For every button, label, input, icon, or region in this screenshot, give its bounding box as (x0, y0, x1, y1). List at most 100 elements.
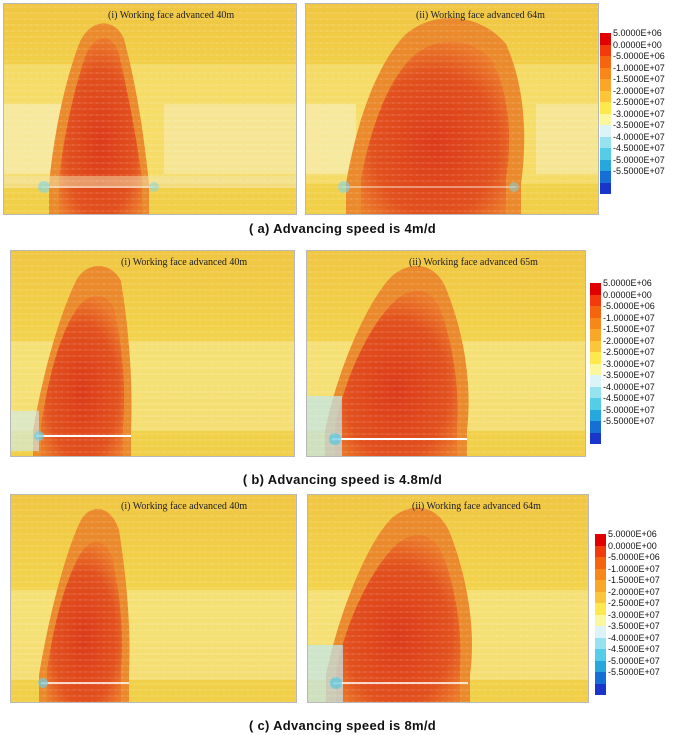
color-scale-label: -5.0000E+06 (603, 301, 655, 311)
color-scale-swatch (590, 386, 601, 398)
color-scale-label: -5.5000E+07 (613, 166, 665, 176)
color-scale-label: -2.0000E+07 (608, 586, 660, 597)
color-scale-label: -4.5000E+07 (603, 393, 655, 403)
color-scale-label: -3.0000E+07 (613, 108, 665, 119)
color-scale-swatch (600, 159, 611, 171)
color-scale-label: 0.0000E+00 (608, 540, 657, 551)
stress-contour-c-right (308, 495, 588, 702)
color-scale-label: 5.0000E+06 (603, 278, 652, 288)
color-scale-swatch (595, 683, 606, 695)
color-scale-swatch (590, 352, 601, 364)
color-scale-swatch (595, 557, 606, 569)
color-scale-swatch (595, 660, 606, 672)
color-scale-swatch (600, 171, 611, 183)
color-scale-swatch (590, 432, 601, 444)
color-scale-labels: 5.0000E+06 0.0000E+00 -5.0000E+06 -1.0000E+… (613, 28, 665, 178)
color-scale-bar (600, 33, 611, 194)
color-scale-swatch (595, 591, 606, 603)
color-scale-swatch (595, 580, 606, 592)
color-scale-swatch (590, 375, 601, 387)
color-scale-label: -5.0000E+07 (603, 404, 655, 415)
color-scale-label: -5.0000E+06 (608, 552, 660, 562)
color-scale-swatch (595, 545, 606, 557)
color-scale-swatch (595, 649, 606, 661)
color-scale-label: -5.0000E+06 (613, 51, 665, 61)
color-scale-label: -2.5000E+07 (603, 347, 655, 357)
color-scale-swatch (590, 306, 601, 318)
color-scale-swatch (600, 90, 611, 102)
color-scale-swatch (590, 340, 601, 352)
color-scale-swatch (600, 44, 611, 56)
color-scale-swatch (590, 421, 601, 433)
plot-a-left: (i) Working face advanced 40m (3, 3, 297, 215)
color-scale-label: -4.0000E+07 (608, 632, 660, 643)
caption-c: ( c) Advancing speed is 8m/d (248, 718, 437, 733)
caption-a: ( a) Advancing speed is 4m/d (248, 221, 437, 236)
plot-c-right: (ii) Working face advanced 64m (307, 494, 589, 703)
stress-contour-b-right (307, 251, 585, 456)
color-scale-label: -2.5000E+07 (608, 598, 660, 608)
color-scale-label: 5.0000E+06 (613, 28, 662, 38)
color-scale-swatch (600, 56, 611, 68)
color-scale-swatch (600, 67, 611, 79)
plot-c-left: (i) Working face advanced 40m (10, 494, 297, 703)
color-scale-swatch (595, 568, 606, 580)
color-scale-label: 5.0000E+06 (608, 529, 657, 539)
color-scale-swatch (595, 534, 606, 546)
color-scale-bar (590, 283, 601, 444)
color-scale-label: -1.5000E+07 (608, 575, 660, 585)
color-scale-swatch (600, 79, 611, 91)
color-scale-label: -3.5000E+07 (603, 370, 655, 380)
color-scale-label: -4.5000E+07 (608, 644, 660, 654)
color-scale-swatch (600, 125, 611, 137)
color-scale-swatch (590, 317, 601, 329)
color-scale-label: -1.0000E+07 (603, 312, 655, 323)
color-scale-label: -1.5000E+07 (603, 324, 655, 334)
color-scale-swatch (590, 283, 601, 295)
color-scale-swatch (590, 398, 601, 410)
color-scale-labels: 5.0000E+06 0.0000E+00 -5.0000E+06 -1.0000E+… (603, 278, 655, 428)
color-scale-swatch (590, 329, 601, 341)
color-scale-swatch (600, 113, 611, 125)
color-scale-swatch (600, 102, 611, 114)
color-scale-bar (595, 534, 606, 695)
plot-a-left-title: (i) Working face advanced 40m (108, 10, 235, 21)
color-scale-label: -2.0000E+07 (613, 85, 665, 96)
color-scale-label: -3.5000E+07 (608, 621, 660, 631)
plot-b-right-title: (ii) Working face advanced 65m (409, 257, 538, 268)
color-scale-swatch (595, 603, 606, 615)
plot-b-left: (i) Working face advanced 40m (10, 250, 295, 457)
stress-contour-b-left (11, 251, 294, 456)
color-scale-label: -5.5000E+07 (603, 416, 655, 426)
color-scale-label: -4.0000E+07 (603, 381, 655, 392)
color-scale-labels: 5.0000E+06 0.0000E+00 -5.0000E+06 -1.0000E+… (608, 529, 660, 679)
color-scale-label: -1.0000E+07 (608, 563, 660, 574)
color-scale-label: -1.5000E+07 (613, 74, 665, 84)
color-scale-swatch (600, 148, 611, 160)
caption-b: ( b) Advancing speed is 4.8m/d (242, 472, 443, 487)
color-scale-label: -2.0000E+07 (603, 335, 655, 346)
color-scale-label: -2.5000E+07 (613, 97, 665, 107)
stress-contour-a-left (4, 4, 296, 214)
color-scale-swatch (595, 672, 606, 684)
color-scale-label: -3.0000E+07 (608, 609, 660, 620)
color-scale-label: -1.0000E+07 (613, 62, 665, 73)
plot-c-right-title: (ii) Working face advanced 64m (412, 501, 541, 512)
color-scale-label: 0.0000E+00 (613, 39, 662, 50)
color-scale-swatch (595, 626, 606, 638)
plot-c-left-title: (i) Working face advanced 40m (121, 501, 248, 512)
color-scale-swatch (600, 33, 611, 45)
color-scale-swatch (595, 637, 606, 649)
color-scale-swatch (600, 136, 611, 148)
color-scale-swatch (590, 363, 601, 375)
color-scale-label: -3.5000E+07 (613, 120, 665, 130)
color-scale-label: -5.0000E+07 (613, 154, 665, 165)
stress-contour-a-right (306, 4, 598, 214)
color-scale-label: 0.0000E+00 (603, 289, 652, 300)
color-scale-label: -5.0000E+07 (608, 655, 660, 666)
plot-a-right: (ii) Working face advanced 64m (305, 3, 599, 215)
color-scale-swatch (595, 614, 606, 626)
color-scale-swatch (600, 182, 611, 194)
stress-contour-c-left (11, 495, 296, 702)
plot-b-right: (ii) Working face advanced 65m (306, 250, 586, 457)
